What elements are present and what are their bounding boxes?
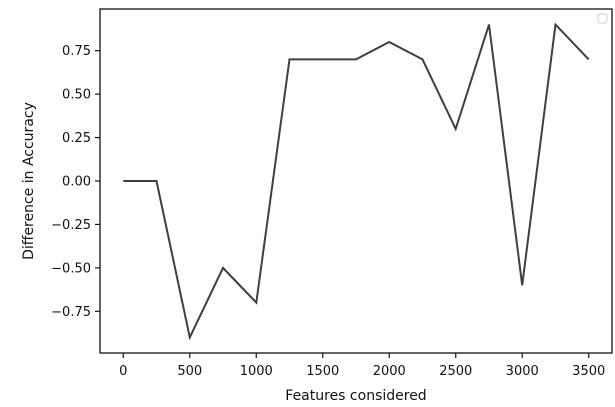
- x-tick-label: 1500: [306, 364, 339, 379]
- series-line: [123, 22, 590, 341]
- x-axis-label: Features considered: [285, 388, 426, 404]
- y-tick-label: 0.75: [62, 44, 91, 59]
- plot-frame: [99, 8, 613, 354]
- x-tick-label: 2500: [439, 364, 472, 379]
- legend-box: [597, 13, 608, 24]
- x-tick-label: 3000: [506, 364, 539, 379]
- y-tick-label: −0.25: [51, 218, 91, 233]
- y-tick-label: −0.75: [51, 305, 91, 320]
- y-tick-label: 0.25: [62, 131, 91, 146]
- y-axis-label: Difference in Accuracy: [21, 102, 37, 260]
- y-tick-label: 0.00: [62, 175, 91, 190]
- x-tick-label: 0: [119, 364, 127, 379]
- x-tick-label: 3500: [572, 364, 605, 379]
- x-tick-label: 2000: [373, 364, 406, 379]
- y-tick-label: 0.50: [62, 88, 91, 103]
- tick-labels: 0 500 1000 1500 2000 2500 3000 3500 0.75 0.50 0.25…: [51, 44, 605, 379]
- tick-marks: [95, 50, 590, 358]
- series-group: [123, 22, 590, 341]
- y-tick-label: −0.50: [51, 261, 91, 276]
- x-tick-label: 1000: [240, 364, 273, 379]
- x-tick-label: 500: [177, 364, 202, 379]
